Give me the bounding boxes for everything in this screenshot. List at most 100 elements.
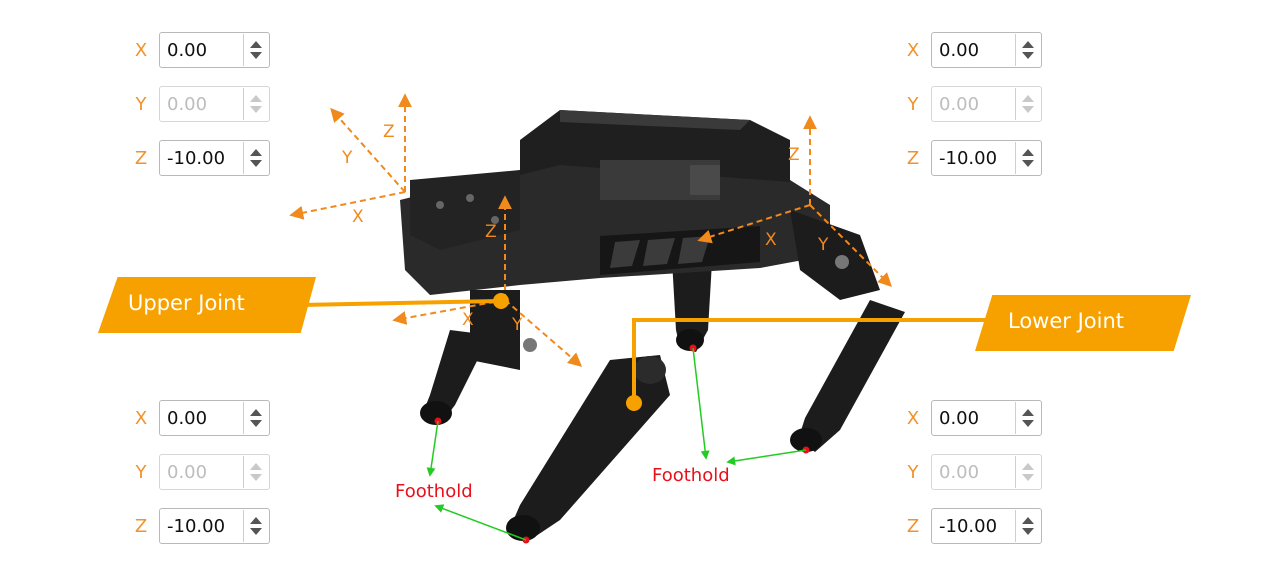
increment-arrow-icon[interactable] xyxy=(250,149,262,156)
x-row: X 0.00 xyxy=(902,400,1052,438)
decrement-arrow-icon xyxy=(1022,106,1034,113)
front-right-leg xyxy=(506,355,670,541)
decrement-arrow-icon xyxy=(250,106,262,113)
increment-arrow-icon[interactable] xyxy=(250,41,262,48)
axis-letters: Z Y X Z Y X Z X Y xyxy=(341,122,829,335)
decrement-arrow-icon[interactable] xyxy=(1022,160,1034,167)
spin-arrows xyxy=(243,456,268,488)
z-value: -10.00 xyxy=(939,148,998,169)
x-row: X 0.00 xyxy=(902,32,1052,70)
foothold-label-left: Foothold xyxy=(395,481,473,502)
spin-arrows xyxy=(1015,34,1040,66)
spin-arrows xyxy=(243,402,268,434)
increment-arrow-icon xyxy=(1022,463,1034,470)
upper-joint-banner: Upper Joint xyxy=(98,277,316,333)
x-axis-label: X xyxy=(134,408,148,429)
spin-arrows xyxy=(1015,456,1040,488)
spin-arrows xyxy=(1015,402,1040,434)
z-spinbox[interactable]: -10.00 xyxy=(931,508,1042,544)
spin-arrows xyxy=(243,34,268,66)
z-value: -10.00 xyxy=(939,516,998,537)
spin-arrows xyxy=(1015,88,1040,120)
z-row: Z -10.00 xyxy=(130,140,280,178)
x-row: X 0.00 xyxy=(130,400,280,438)
lower-joint-leader xyxy=(632,318,990,400)
decrement-arrow-icon[interactable] xyxy=(250,52,262,59)
increment-arrow-icon xyxy=(250,95,262,102)
svg-text:X: X xyxy=(765,230,777,250)
decrement-arrow-icon[interactable] xyxy=(1022,528,1034,535)
y-axis-label: Y xyxy=(135,462,147,483)
svg-text:Z: Z xyxy=(485,222,497,242)
z-value: -10.00 xyxy=(167,148,226,169)
y-value: 0.00 xyxy=(167,94,208,115)
spin-arrows xyxy=(243,142,268,174)
decrement-arrow-icon[interactable] xyxy=(1022,420,1034,427)
increment-arrow-icon[interactable] xyxy=(250,409,262,416)
z-row: Z -10.00 xyxy=(902,140,1052,178)
svg-text:X: X xyxy=(462,310,474,330)
decrement-arrow-icon[interactable] xyxy=(250,528,262,535)
y-spinbox-disabled: 0.00 xyxy=(159,454,270,490)
x-spinbox[interactable]: 0.00 xyxy=(159,400,270,436)
increment-arrow-icon[interactable] xyxy=(1022,517,1034,524)
decrement-arrow-icon xyxy=(1022,474,1034,481)
x-row: X 0.00 xyxy=(130,32,280,70)
y-row: Y 0.00 xyxy=(902,86,1052,124)
y-value: 0.00 xyxy=(167,462,208,483)
increment-arrow-icon[interactable] xyxy=(1022,41,1034,48)
decrement-arrow-icon[interactable] xyxy=(250,160,262,167)
y-row: Y 0.00 xyxy=(902,454,1052,492)
spin-arrows xyxy=(1015,510,1040,542)
z-axis-label: Z xyxy=(906,148,920,169)
robot-body xyxy=(400,110,830,295)
y-spinbox-disabled: 0.00 xyxy=(931,86,1042,122)
foothold-pointers xyxy=(426,347,807,541)
spin-arrows xyxy=(1015,142,1040,174)
increment-arrow-icon xyxy=(1022,95,1034,102)
x-value: 0.00 xyxy=(167,408,208,429)
z-axis-label: Z xyxy=(906,516,920,537)
decrement-arrow-icon[interactable] xyxy=(1022,52,1034,59)
axis-arrows xyxy=(289,93,892,367)
lower-joint-label: Lower Joint xyxy=(1008,309,1125,333)
z-axis-label: Z xyxy=(134,516,148,537)
z-value: -10.00 xyxy=(167,516,226,537)
z-axis-label: Z xyxy=(134,148,148,169)
x-value: 0.00 xyxy=(167,40,208,61)
rear-right-hip xyxy=(790,210,880,300)
y-axis-label: Y xyxy=(135,94,147,115)
x-spinbox[interactable]: 0.00 xyxy=(931,400,1042,436)
z-spinbox[interactable]: -10.00 xyxy=(159,140,270,176)
rear-right-leg xyxy=(790,300,905,452)
x-axis-label: X xyxy=(134,40,148,61)
svg-text:Y: Y xyxy=(511,315,523,335)
x-value: 0.00 xyxy=(939,408,980,429)
spin-arrows xyxy=(243,88,268,120)
y-spinbox-disabled: 0.00 xyxy=(931,454,1042,490)
x-spinbox[interactable]: 0.00 xyxy=(931,32,1042,68)
svg-text:Z: Z xyxy=(788,145,800,165)
y-spinbox-disabled: 0.00 xyxy=(159,86,270,122)
foothold-label-right: Foothold xyxy=(652,465,730,486)
svg-text:Y: Y xyxy=(817,235,829,255)
y-axis-label: Y xyxy=(907,462,919,483)
increment-arrow-icon[interactable] xyxy=(250,517,262,524)
front-left-leg xyxy=(420,290,537,425)
x-spinbox[interactable]: 0.00 xyxy=(159,32,270,68)
decrement-arrow-icon xyxy=(250,474,262,481)
increment-arrow-icon[interactable] xyxy=(1022,149,1034,156)
upper-joint-leader xyxy=(299,299,501,307)
decrement-arrow-icon[interactable] xyxy=(250,420,262,427)
z-spinbox[interactable]: -10.00 xyxy=(931,140,1042,176)
y-axis-label: Y xyxy=(907,94,919,115)
spin-arrows xyxy=(243,510,268,542)
svg-text:Y: Y xyxy=(341,148,353,168)
increment-arrow-icon[interactable] xyxy=(1022,409,1034,416)
increment-arrow-icon xyxy=(250,463,262,470)
z-spinbox[interactable]: -10.00 xyxy=(159,508,270,544)
x-value: 0.00 xyxy=(939,40,980,61)
y-row: Y 0.00 xyxy=(130,454,280,492)
